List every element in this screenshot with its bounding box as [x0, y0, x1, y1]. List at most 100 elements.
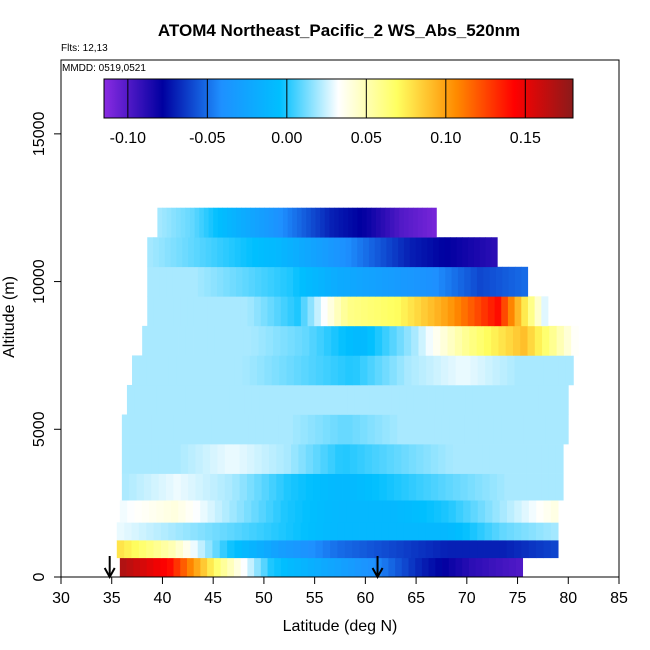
heatmap-cell: [513, 540, 522, 559]
heatmap-cell: [242, 266, 250, 297]
heatmap-cell: [265, 325, 274, 356]
heatmap-cell: [154, 355, 162, 386]
heatmap-cell: [301, 207, 307, 238]
heatmap-cell: [560, 384, 569, 415]
heatmap-cell: [441, 414, 450, 445]
heatmap-cell: [343, 266, 351, 297]
heatmap-cell: [345, 237, 352, 268]
heatmap-cell: [139, 355, 148, 386]
heatmap-cell: [212, 522, 221, 541]
heatmap-cell: [136, 414, 145, 445]
x-tick-label: 70: [458, 590, 476, 607]
heatmap-cell: [404, 355, 412, 386]
heatmap-cell: [210, 473, 218, 501]
heatmap-cell: [129, 444, 137, 474]
heatmap-cell: [171, 207, 177, 238]
heatmap-cell: [412, 414, 420, 445]
heatmap-cell: [274, 384, 282, 415]
heatmap-cell: [267, 266, 275, 297]
heatmap-cell: [138, 522, 147, 541]
heatmap-cell: [263, 414, 272, 445]
heatmap-cell: [472, 384, 481, 415]
heatmap-cell: [495, 266, 503, 297]
heatmap-cell: [170, 500, 179, 523]
heatmap-cell: [222, 384, 231, 415]
heatmap-cell: [361, 557, 369, 578]
heatmap-cell: [267, 296, 275, 327]
heatmap-cell: [513, 522, 522, 541]
heatmap-cell: [180, 207, 186, 238]
heatmap-cell: [492, 500, 501, 523]
heatmap-cell: [330, 355, 339, 386]
heatmap-cell: [283, 444, 292, 474]
heatmap-cell: [477, 355, 486, 386]
colorbar-tick-label: -0.10: [110, 130, 147, 147]
heatmap-cell: [160, 557, 168, 578]
date-note: MMDD: 0519,0521: [62, 63, 146, 74]
heatmap-cell: [203, 207, 209, 238]
heatmap-cell: [345, 355, 354, 386]
heatmap-cell: [241, 540, 250, 559]
y-axis: 0 5000 10000 15000: [31, 112, 61, 581]
heatmap-cell: [264, 355, 273, 386]
heatmap-cell: [200, 325, 208, 356]
heatmap-cell: [166, 444, 174, 474]
arrow-marker: [103, 556, 116, 580]
heatmap-cell: [313, 473, 321, 501]
heatmap-cell: [274, 266, 281, 297]
heatmap-cell: [360, 296, 369, 327]
heatmap-cell: [486, 414, 495, 445]
heatmap-cell: [246, 473, 255, 501]
heatmap-cell: [543, 355, 552, 386]
heatmap-cell: [300, 540, 309, 559]
heatmap-cell: [433, 355, 442, 386]
heatmap-cell: [131, 540, 140, 559]
heatmap-cell: [337, 540, 346, 559]
heatmap-cell: [298, 444, 307, 474]
heatmap-cell: [205, 355, 214, 386]
heatmap-cell: [251, 500, 260, 523]
heatmap-cell: [236, 266, 243, 297]
heatmap-cell: [433, 522, 441, 541]
heatmap-cell: [386, 237, 393, 268]
heatmap-cell: [477, 540, 485, 559]
heatmap-cell: [386, 444, 395, 474]
heatmap-cell: [119, 500, 128, 523]
heatmap-cell: [340, 296, 349, 327]
heatmap-cell: [374, 540, 382, 559]
heatmap-cell: [195, 473, 204, 501]
heatmap-cell: [160, 296, 168, 327]
heatmap-cell: [388, 540, 397, 559]
heatmap-cell: [431, 207, 437, 238]
heatmap-cell: [506, 500, 515, 523]
colorbar-gradient: [103, 78, 574, 119]
heatmap-cell: [186, 557, 195, 578]
heatmap-cell: [173, 444, 182, 474]
heatmap-cell: [300, 522, 309, 541]
heatmap-cell: [222, 325, 230, 356]
heatmap-cell: [267, 557, 275, 578]
heatmap-cell: [374, 237, 381, 268]
heatmap-cell: [357, 207, 363, 238]
heatmap-cell: [216, 266, 224, 297]
heatmap-cell: [291, 473, 299, 501]
heatmap-cell: [386, 473, 395, 501]
heatmap-cell: [533, 444, 542, 474]
heatmap-cell: [408, 207, 414, 238]
heatmap-cell: [377, 384, 385, 415]
heatmap-cell: [214, 296, 222, 327]
heatmap-cell: [287, 237, 294, 268]
heatmap-cell: [413, 384, 422, 415]
heatmap-cell: [173, 557, 181, 578]
heatmap-cell: [434, 296, 442, 327]
heatmap-cell: [226, 414, 234, 445]
heatmap-cell: [389, 207, 395, 238]
heatmap-cell: [401, 557, 409, 578]
heatmap-cell: [527, 325, 536, 356]
heatmap-cell: [345, 325, 354, 356]
heatmap-cell: [136, 444, 145, 474]
heatmap-cell: [276, 473, 285, 501]
colorbar-tick-label: -0.05: [189, 130, 226, 147]
heatmap-cell: [556, 325, 565, 356]
heatmap-cell: [126, 384, 135, 415]
